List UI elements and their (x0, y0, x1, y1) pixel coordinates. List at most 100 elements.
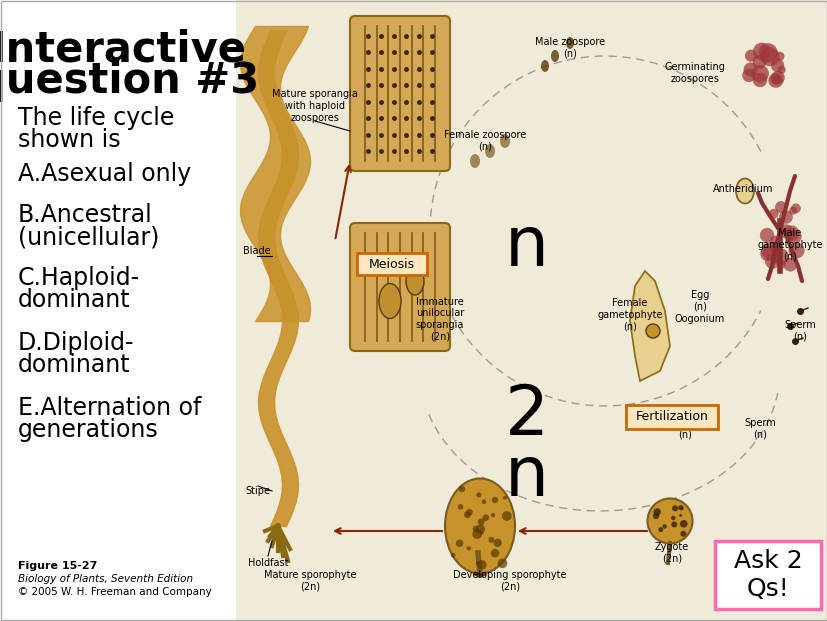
Text: Antheridium: Antheridium (712, 184, 772, 194)
Text: Stipe: Stipe (245, 486, 270, 496)
Circle shape (758, 43, 777, 63)
Circle shape (777, 260, 785, 269)
Circle shape (466, 509, 472, 515)
Text: dominant: dominant (18, 288, 131, 312)
Text: Sperm
(n): Sperm (n) (783, 320, 815, 342)
Circle shape (457, 504, 463, 510)
FancyBboxPatch shape (356, 253, 427, 275)
Circle shape (680, 531, 686, 537)
Circle shape (787, 242, 804, 258)
Text: Fertilization: Fertilization (635, 410, 708, 424)
Circle shape (672, 505, 677, 511)
Text: D.Diploid-: D.Diploid- (18, 331, 134, 355)
Text: E.Alternation of: E.Alternation of (18, 396, 201, 420)
Circle shape (771, 248, 787, 265)
Circle shape (778, 210, 791, 224)
Circle shape (662, 524, 666, 528)
Circle shape (482, 514, 489, 521)
Circle shape (471, 529, 481, 539)
Text: generations: generations (18, 418, 159, 442)
Circle shape (671, 522, 676, 527)
Circle shape (458, 486, 465, 492)
Polygon shape (629, 271, 669, 381)
Circle shape (767, 73, 782, 88)
Circle shape (463, 511, 471, 518)
Ellipse shape (647, 499, 691, 543)
Circle shape (501, 511, 511, 521)
Circle shape (670, 515, 675, 520)
Text: n: n (504, 212, 548, 279)
Circle shape (476, 560, 486, 569)
Circle shape (491, 497, 498, 503)
Circle shape (774, 52, 783, 61)
Circle shape (752, 55, 766, 69)
Circle shape (741, 68, 755, 82)
Circle shape (782, 225, 798, 241)
Text: question #3: question #3 (0, 60, 260, 102)
Bar (236, 0, 827, 621)
Circle shape (456, 540, 463, 547)
Circle shape (744, 50, 756, 61)
Text: (unicellular): (unicellular) (18, 225, 159, 249)
Circle shape (477, 519, 484, 525)
Text: Male
gametophyte
(n): Male gametophyte (n) (757, 229, 822, 261)
Text: Oogonium: Oogonium (674, 314, 724, 324)
Circle shape (752, 73, 767, 87)
Text: Zygote
(2n): Zygote (2n) (654, 542, 688, 564)
Circle shape (764, 253, 779, 269)
Ellipse shape (500, 134, 509, 148)
Circle shape (774, 201, 786, 213)
Circle shape (786, 230, 801, 244)
Circle shape (497, 558, 507, 568)
Circle shape (759, 47, 778, 66)
Circle shape (678, 514, 681, 517)
Circle shape (752, 43, 770, 60)
Circle shape (770, 59, 783, 72)
Circle shape (770, 75, 780, 84)
Circle shape (479, 530, 483, 535)
Circle shape (783, 229, 795, 240)
Text: Ask 2
Qs!: Ask 2 Qs! (733, 549, 801, 601)
Text: © 2005 W. H. Freeman and Company: © 2005 W. H. Freeman and Company (18, 587, 212, 597)
Circle shape (759, 247, 774, 261)
Text: Blade: Blade (243, 246, 270, 256)
Circle shape (466, 546, 471, 550)
Text: Mature sporangia
with haploid
zoospores: Mature sporangia with haploid zoospores (272, 89, 357, 122)
Text: Sperm
(n): Sperm (n) (743, 418, 775, 440)
Text: C.Haploid-: C.Haploid- (18, 266, 140, 290)
Ellipse shape (550, 50, 558, 62)
Circle shape (657, 527, 662, 532)
Circle shape (767, 209, 777, 219)
Text: Developing sporophyte
(2n): Developing sporophyte (2n) (452, 570, 566, 592)
FancyBboxPatch shape (625, 405, 717, 429)
Circle shape (653, 508, 660, 516)
Circle shape (475, 524, 485, 534)
Circle shape (679, 520, 686, 528)
Circle shape (777, 66, 785, 74)
Ellipse shape (470, 154, 480, 168)
Ellipse shape (405, 267, 423, 295)
Text: Figure 15-27: Figure 15-27 (18, 561, 98, 571)
Text: dominant: dominant (18, 353, 131, 377)
Circle shape (761, 242, 778, 260)
Text: Biology of Plants, Seventh Edition: Biology of Plants, Seventh Edition (18, 574, 193, 584)
Circle shape (680, 507, 683, 510)
Text: Immature
unilocular
sporangia
(2n): Immature unilocular sporangia (2n) (415, 297, 464, 342)
Circle shape (488, 537, 494, 543)
Circle shape (782, 258, 796, 271)
Ellipse shape (566, 37, 573, 49)
Circle shape (481, 499, 485, 504)
FancyBboxPatch shape (350, 223, 449, 351)
Text: A.Asexual only: A.Asexual only (18, 162, 191, 186)
Circle shape (778, 224, 792, 238)
Ellipse shape (735, 178, 753, 204)
Text: Interactive: Interactive (0, 28, 246, 70)
Ellipse shape (645, 324, 659, 338)
Circle shape (771, 253, 781, 262)
Text: Meiosis: Meiosis (369, 258, 414, 271)
Text: Egg
(n): Egg (n) (690, 290, 709, 312)
Text: Female
gametophyte
(n): Female gametophyte (n) (596, 299, 662, 332)
FancyBboxPatch shape (715, 541, 820, 609)
Ellipse shape (485, 144, 495, 158)
Circle shape (493, 538, 501, 547)
